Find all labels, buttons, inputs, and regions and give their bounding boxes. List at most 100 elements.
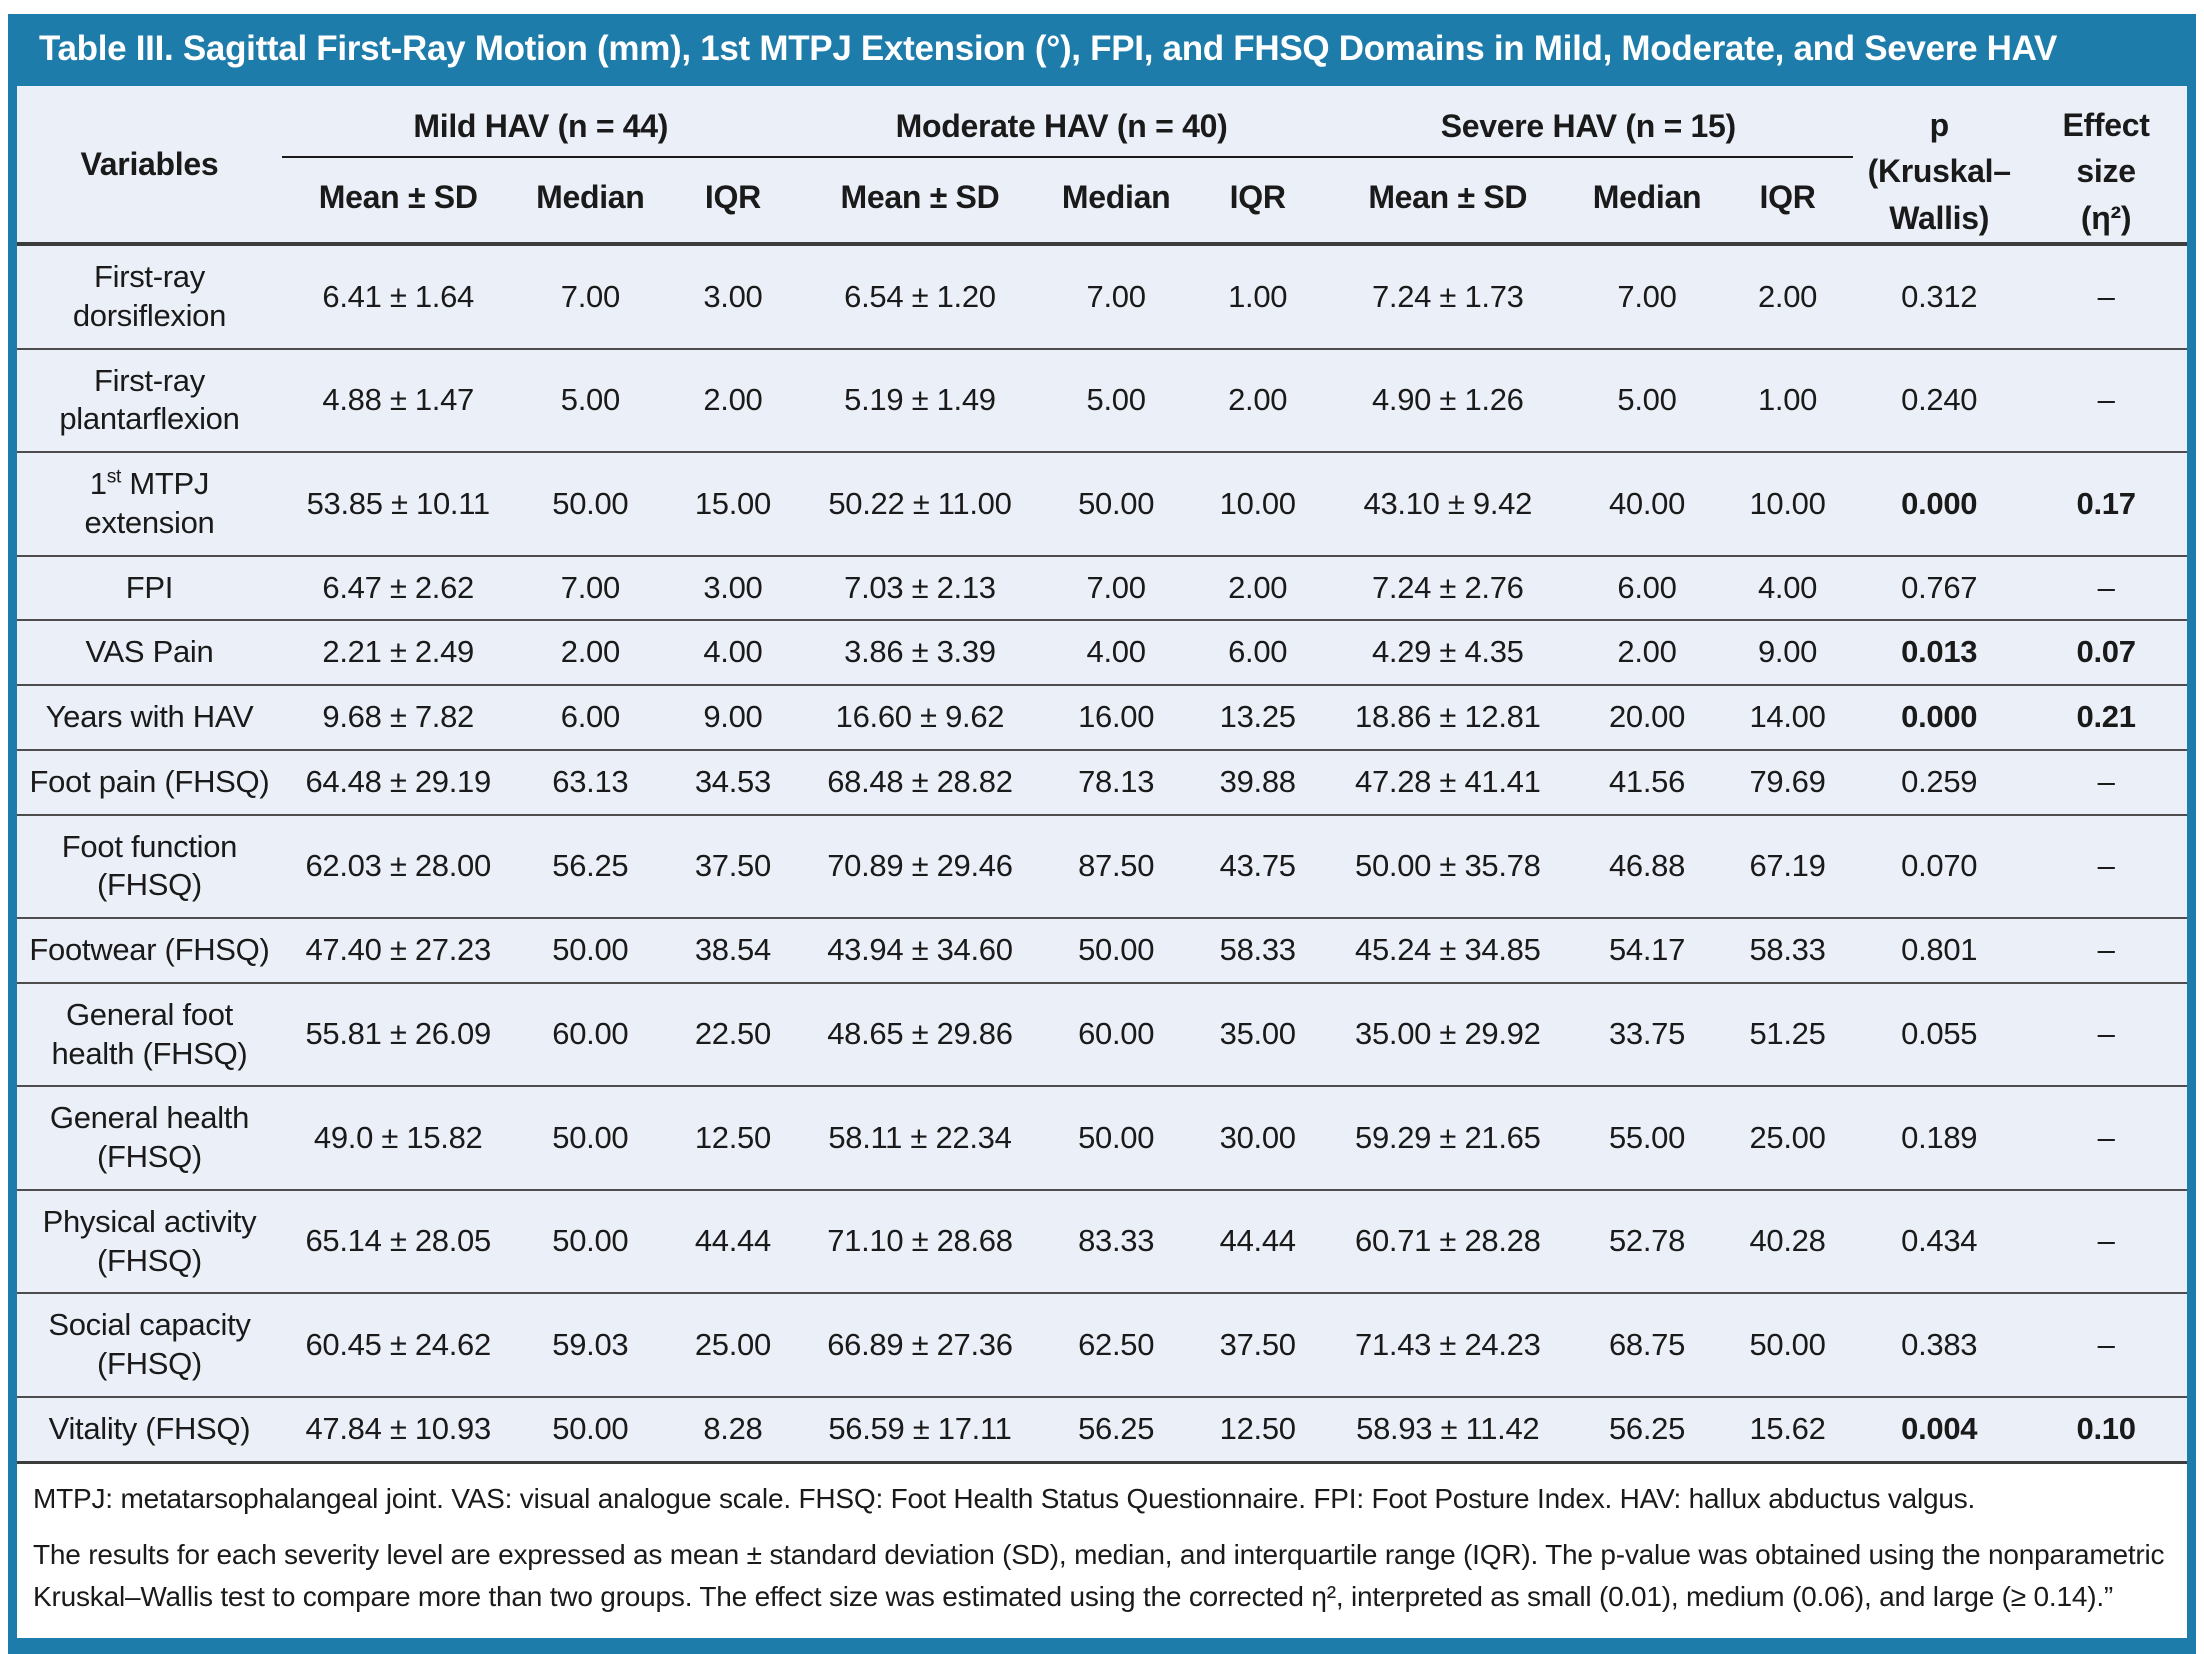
table-row: Physical activity (FHSQ) 65.14 ± 28.05 50.… <box>17 1188 2187 1294</box>
results-table: Variables Mild HAV (n = 44) Moderate HAV… <box>17 86 2187 1461</box>
stat-cell: 10.00 <box>1721 451 1854 556</box>
stat-header-iqr: IQR <box>1721 157 1854 247</box>
stat-cell: 56.25 <box>1040 1395 1192 1461</box>
stat-cell: 55.00 <box>1572 1085 1722 1190</box>
p-value-cell: 0.383 <box>1853 1292 2026 1397</box>
stat-cell: 87.50 <box>1040 813 1192 919</box>
variable-label: Vitality (FHSQ) <box>17 1395 282 1461</box>
stat-cell: 1.00 <box>1228 278 1288 314</box>
stat-cell: 1.00 <box>1721 347 1854 453</box>
stat-cell: 50.00 ± 35.78 <box>1323 813 1573 919</box>
stat-cell: 18.86 ± 12.81 <box>1323 684 1573 750</box>
variable-label: FPI <box>17 554 282 621</box>
p-value-cell: 0.189 <box>1853 1085 2026 1190</box>
stat-cell: 3.00 <box>703 278 763 314</box>
stat-cell: 68.75 <box>1572 1292 1722 1397</box>
stat-cell: 2.00 <box>1191 554 1324 621</box>
stat-cell: 4.90 ± 1.26 <box>1323 347 1573 453</box>
stat-cell: 5.00 <box>1572 347 1722 453</box>
table-row: General health (FHSQ) 49.0 ± 15.82 50.00 12… <box>17 1085 2187 1190</box>
stat-cell: 59.29 ± 21.65 <box>1323 1085 1573 1190</box>
stat-cell: 16.00 <box>1040 684 1192 750</box>
p-header-line: p <box>1929 107 1950 143</box>
stat-cell: 60.45 ± 24.62 <box>281 1292 515 1397</box>
stat-cell: 12.50 <box>666 1085 800 1190</box>
p-value-cell: 0.070 <box>1853 813 2026 919</box>
stat-cell: 70.89 ± 29.46 <box>799 813 1041 919</box>
stat-cell: 60.71 ± 28.28 <box>1323 1188 1573 1294</box>
table-title-bar: Table III. Sagittal First-Ray Motion (mm… <box>17 14 2187 86</box>
stat-cell: 4.00 <box>1040 619 1192 686</box>
table-row: Social capacity (FHSQ) 60.45 ± 24.62 59.03… <box>17 1292 2187 1397</box>
stat-cell: 50.00 <box>1040 1085 1192 1190</box>
effect-header-line: (η²) <box>2080 199 2132 236</box>
stat-cell: 49.0 ± 15.82 <box>281 1085 515 1190</box>
variable-label: First-ray dorsiflexion <box>72 259 227 333</box>
stat-cell: 6.00 <box>1572 554 1722 621</box>
p-header-line: (Kruskal– <box>1867 153 2011 190</box>
effect-size-column-header: Effect size (η²) <box>2025 86 2187 247</box>
variables-column-header: Variables <box>17 86 282 247</box>
stat-cell: 50.22 ± 11.00 <box>799 451 1041 556</box>
stat-cell: 63.13 <box>514 748 667 815</box>
stat-cell: 52.78 <box>1572 1188 1722 1294</box>
stat-cell: 35.00 <box>1191 981 1324 1087</box>
stat-cell: 25.00 <box>1721 1085 1854 1190</box>
stat-cell: 47.40 ± 27.23 <box>281 917 515 983</box>
stat-cell: 20.00 <box>1572 684 1722 750</box>
stat-cell: 41.56 <box>1572 748 1722 815</box>
p-header-line: Wallis) <box>1889 199 1990 236</box>
stat-cell: 64.48 ± 29.19 <box>281 748 515 815</box>
stat-cell: 5.00 <box>1040 347 1192 453</box>
methods-note: The results for each severity level are … <box>33 1538 2165 1612</box>
table-header: Variables Mild HAV (n = 44) Moderate HAV… <box>17 86 2187 247</box>
stat-cell: 51.25 <box>1721 981 1854 1087</box>
stat-cell: 54.17 <box>1572 917 1722 983</box>
stat-header-iqr: IQR <box>1191 157 1324 247</box>
p-value-cell: 0.240 <box>1853 347 2026 453</box>
p-column-header: p (Kruskal– Wallis) <box>1853 86 2026 247</box>
variable-label: General foot health (FHSQ) <box>17 981 282 1087</box>
stat-cell: 14.00 <box>1721 684 1854 750</box>
stat-cell: 79.69 <box>1721 748 1854 815</box>
stat-cell: 50.00 <box>514 1085 667 1190</box>
stat-cell: 8.28 <box>666 1395 800 1461</box>
effect-size-cell: – <box>2025 917 2187 983</box>
stat-cell: 50.00 <box>1040 451 1192 556</box>
stat-cell: 38.54 <box>666 917 800 983</box>
stat-header-median: Median <box>514 157 667 247</box>
stat-cell: 60.00 <box>514 981 667 1087</box>
stat-cell: 15.62 <box>1721 1395 1854 1461</box>
stat-cell: 58.33 <box>1721 917 1854 983</box>
variable-label: Physical activity (FHSQ) <box>17 1188 282 1294</box>
variable-label: Years with HAV <box>17 684 282 750</box>
group-header-mild: Mild HAV (n = 44) <box>281 86 800 159</box>
stat-cell: 13.25 <box>1191 684 1324 750</box>
effect-size-cell: 0.10 <box>2025 1395 2187 1461</box>
group-header-severe: Severe HAV (n = 15) <box>1323 86 1854 159</box>
stat-cell: 9.00 <box>1721 619 1854 686</box>
stat-header-iqr: IQR <box>666 157 800 247</box>
stat-cell: 4.29 ± 4.35 <box>1323 619 1573 686</box>
stat-cell: 33.75 <box>1572 981 1722 1087</box>
stat-cell: 9.68 ± 7.82 <box>281 684 515 750</box>
stat-cell: 4.00 <box>666 619 800 686</box>
stat-cell: 5.19 ± 1.49 <box>799 347 1041 453</box>
stat-header-row: Mean ± SD Median IQR Mean ± SD Median IQ… <box>17 157 2187 247</box>
stat-cell: 7.24 ± 1.73 <box>1371 278 1524 314</box>
stat-header-median: Median <box>1040 157 1192 247</box>
variable-label: General health (FHSQ) <box>17 1085 282 1190</box>
variable-label: Footwear (FHSQ) <box>17 917 282 983</box>
stat-cell: 48.65 ± 29.86 <box>799 981 1041 1087</box>
footnotes-section: MTPJ: metatarsophalangeal joint. VAS: vi… <box>17 1460 2187 1638</box>
stat-cell: 53.85 ± 10.11 <box>281 451 515 556</box>
stat-cell: 10.00 <box>1191 451 1324 556</box>
stat-cell: 50.00 <box>514 1188 667 1294</box>
table-row: FPI 6.47 ± 2.62 7.00 3.00 7.03 ± 2.13 7.00 2.0… <box>17 554 2187 621</box>
stat-cell: 45.24 ± 34.85 <box>1323 917 1573 983</box>
stat-cell: 66.89 ± 27.36 <box>799 1292 1041 1397</box>
table-row: Footwear (FHSQ) 47.40 ± 27.23 50.00 38.54 43… <box>17 917 2187 983</box>
stat-cell: 62.03 ± 28.00 <box>281 813 515 919</box>
effect-size-cell: – <box>2025 748 2187 815</box>
table-row: Vitality (FHSQ) 47.84 ± 10.93 50.00 8.28 56.… <box>17 1395 2187 1461</box>
